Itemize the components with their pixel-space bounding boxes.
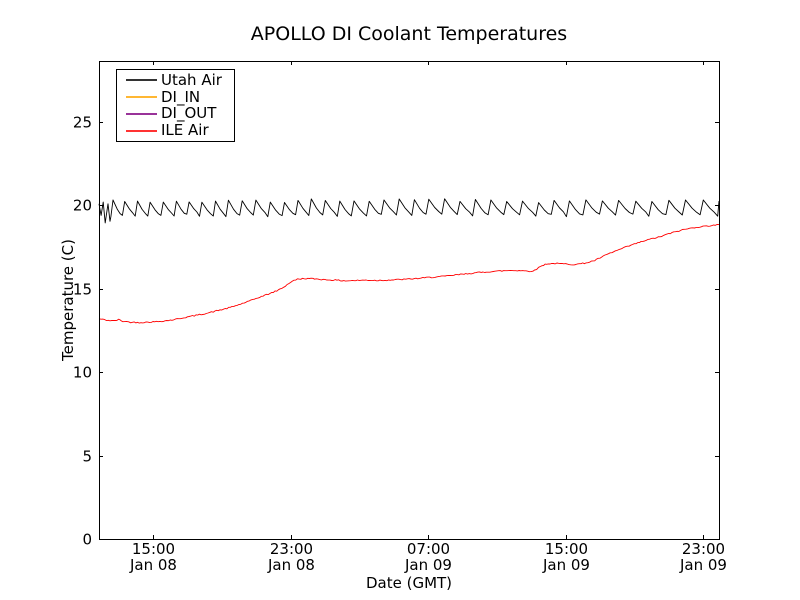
x-tick-label-date: Jan 08	[267, 556, 315, 574]
legend-label: DI_IN	[161, 87, 201, 106]
y-tick-label: 25	[73, 114, 92, 132]
x-tick-label-date: Jan 09	[404, 556, 452, 574]
legend-item-di-in: DI_IN	[117, 89, 234, 105]
x-tick-label-time: 15:00	[545, 540, 588, 558]
series-line-utah-air	[98, 198, 720, 224]
legend: Utah Air DI_IN DI_OUT ILE Air	[116, 69, 235, 142]
legend-label: Utah Air	[161, 70, 222, 89]
y-tick-label: 20	[73, 197, 92, 215]
legend-item-di-out: DI_OUT	[117, 106, 234, 122]
y-axis-label: Temperature (C)	[59, 239, 77, 362]
legend-item-ile-air: ILE Air	[117, 123, 234, 139]
x-tick-label-time: 15:00	[132, 540, 175, 558]
x-tick-label-time: 23:00	[682, 540, 725, 558]
legend-line-sample	[126, 79, 157, 82]
legend-label: ILE Air	[161, 121, 209, 140]
x-tick-label-date: Jan 09	[542, 556, 590, 574]
y-tick-label: 15	[73, 281, 92, 299]
legend-line-sample	[126, 112, 157, 115]
legend-line-sample	[126, 96, 157, 99]
x-tick-label-date: Jan 08	[129, 556, 177, 574]
chart-title: APOLLO DI Coolant Temperatures	[251, 23, 567, 45]
legend-item-utah-air: Utah Air	[117, 72, 234, 88]
legend-label: DI_OUT	[161, 104, 217, 123]
y-tick-label: 0	[82, 531, 92, 549]
x-axis-label: Date (GMT)	[366, 574, 452, 592]
series-lines	[98, 198, 720, 324]
x-tick-label-time: 07:00	[407, 540, 450, 558]
y-tick-label: 5	[82, 448, 92, 466]
x-tick-label-date: Jan 09	[679, 556, 727, 574]
plot-border	[99, 61, 720, 540]
plot-frame	[99, 61, 720, 540]
series-line-ile-air	[98, 223, 720, 324]
axis-ticks	[99, 61, 719, 540]
legend-line-sample	[126, 129, 157, 132]
x-tick-label-time: 23:00	[270, 540, 313, 558]
y-tick-label: 10	[73, 364, 92, 382]
